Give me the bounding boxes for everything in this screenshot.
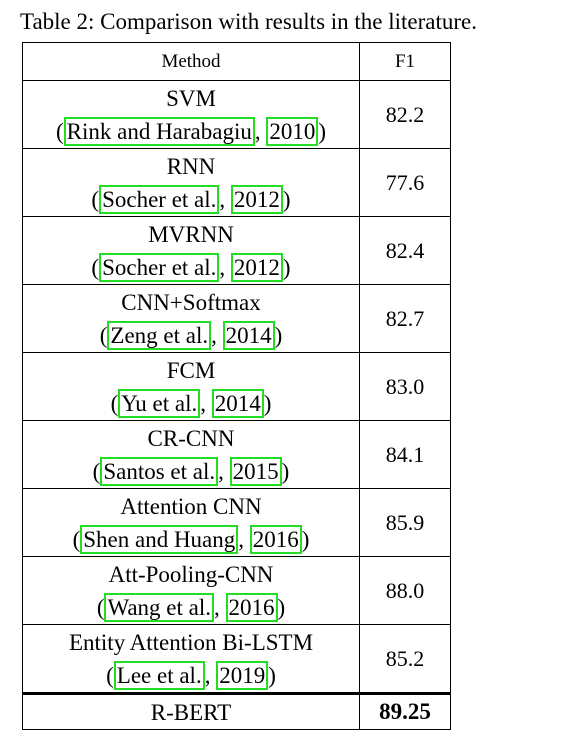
table-caption: Table 2: Comparison with results in the … <box>20 9 478 34</box>
citation-year-link[interactable]: 2016 <box>225 592 278 622</box>
table-row: MVRNN (Socher et al., 2012) 82.4 <box>22 216 451 285</box>
f1-cell: 82.2 <box>359 80 451 149</box>
method-name: SVM <box>166 85 216 111</box>
citation-author-link[interactable]: Rink and Harabagiu <box>63 116 255 146</box>
f1-cell: 83.0 <box>359 352 451 421</box>
citation: (Shen and Huang, 2016) <box>72 524 310 554</box>
citation: (Wang et al., 2016) <box>96 592 286 622</box>
method-cell: Entity Attention Bi-LSTM (Lee et al., 20… <box>22 624 360 694</box>
method-name: Entity Attention Bi-LSTM <box>68 629 314 655</box>
citation-year-link[interactable]: 2016 <box>249 524 302 554</box>
method-name: MVRNN <box>148 221 234 247</box>
f1-cell: 77.6 <box>359 148 451 217</box>
method-cell: Att-Pooling-CNN (Wang et al., 2016) <box>22 556 360 625</box>
citation: (Santos et al., 2015) <box>92 456 290 486</box>
method-cell: RNN (Socher et al., 2012) <box>22 148 360 217</box>
table-row: CNN+Softmax (Zeng et al., 2014) 82.7 <box>22 284 451 353</box>
method-cell: Attention CNN (Shen and Huang, 2016) <box>22 488 360 557</box>
results-table: Method F1 SVM (Rink and Harabagiu, 2010)… <box>22 42 451 730</box>
citation-year-link[interactable]: 2012 <box>230 184 283 214</box>
citation-author-link[interactable]: Yu et al. <box>118 388 201 418</box>
citation-year-link[interactable]: 2012 <box>230 252 283 282</box>
method-name: CR-CNN <box>147 425 235 451</box>
header-f1: F1 <box>359 42 451 81</box>
final-method-cell: R-BERT <box>22 692 360 730</box>
citation: (Rink and Harabagiu, 2010) <box>55 116 327 146</box>
method-cell: MVRNN (Socher et al., 2012) <box>22 216 360 285</box>
final-f1-cell: 89.25 <box>359 692 451 730</box>
table-row: SVM (Rink and Harabagiu, 2010) 82.2 <box>22 80 451 149</box>
citation-year-link[interactable]: 2015 <box>229 456 282 486</box>
f1-cell: 88.0 <box>359 556 451 625</box>
f1-cell: 82.7 <box>359 284 451 353</box>
method-name: RNN <box>166 153 216 179</box>
citation: (Yu et al., 2014) <box>110 388 272 418</box>
citation-year-link[interactable]: 2019 <box>216 660 269 690</box>
method-name: CNN+Softmax <box>121 289 261 315</box>
citation-author-link[interactable]: Socher et al. <box>99 252 220 282</box>
table-row: RNN (Socher et al., 2012) 77.6 <box>22 148 451 217</box>
method-cell: FCM (Yu et al., 2014) <box>22 352 360 421</box>
citation-author-link[interactable]: Socher et al. <box>99 184 220 214</box>
citation-year-link[interactable]: 2014 <box>222 320 275 350</box>
final-row: R-BERT 89.25 <box>22 692 451 730</box>
table-row: FCM (Yu et al., 2014) 83.0 <box>22 352 451 421</box>
method-name: Attention CNN <box>120 493 262 519</box>
citation-author-link[interactable]: Wang et al. <box>104 592 215 622</box>
table-row: CR-CNN (Santos et al., 2015) 84.1 <box>22 420 451 489</box>
citation-year-link[interactable]: 2014 <box>211 388 264 418</box>
citation: (Zeng et al., 2014) <box>99 320 283 350</box>
method-cell: CNN+Softmax (Zeng et al., 2014) <box>22 284 360 353</box>
f1-cell: 82.4 <box>359 216 451 285</box>
citation-author-link[interactable]: Zeng et al. <box>107 320 212 350</box>
table-row: Entity Attention Bi-LSTM (Lee et al., 20… <box>22 624 451 694</box>
f1-cell: 84.1 <box>359 420 451 489</box>
method-name: Att-Pooling-CNN <box>108 561 274 587</box>
header-method: Method <box>22 42 360 81</box>
citation-year-link[interactable]: 2010 <box>266 116 319 146</box>
citation: (Socher et al., 2012) <box>91 184 291 214</box>
citation: (Lee et al., 2019) <box>106 660 276 690</box>
table-row: Att-Pooling-CNN (Wang et al., 2016) 88.0 <box>22 556 451 625</box>
method-cell: SVM (Rink and Harabagiu, 2010) <box>22 80 360 149</box>
method-name: FCM <box>166 357 216 383</box>
header-row: Method F1 <box>22 42 451 81</box>
citation-author-link[interactable]: Shen and Huang <box>80 524 239 554</box>
citation: (Socher et al., 2012) <box>91 252 291 282</box>
table-row: Attention CNN (Shen and Huang, 2016) 85.… <box>22 488 451 557</box>
method-cell: CR-CNN (Santos et al., 2015) <box>22 420 360 489</box>
f1-cell: 85.2 <box>359 624 451 694</box>
citation-author-link[interactable]: Santos et al. <box>100 456 219 486</box>
f1-cell: 85.9 <box>359 488 451 557</box>
citation-author-link[interactable]: Lee et al. <box>113 660 205 690</box>
